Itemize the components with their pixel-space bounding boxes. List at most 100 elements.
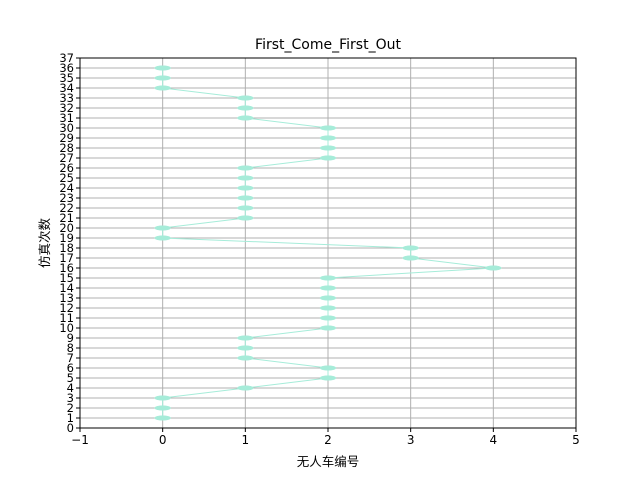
y-tick-label: 21 (59, 211, 74, 225)
x-tick-label: 5 (572, 433, 580, 447)
data-point-marker (319, 275, 337, 281)
data-point-marker (319, 145, 337, 151)
data-point-marker (237, 195, 254, 201)
x-tick-label: 4 (490, 433, 498, 447)
connector-line (162, 217, 246, 229)
data-point-marker (237, 185, 254, 191)
y-tick-label: 7 (67, 351, 74, 365)
x-tick-label: −1 (71, 433, 89, 447)
data-point-marker (402, 255, 419, 261)
data-point-marker (319, 295, 337, 301)
chart-title: First_Come_First_Out (255, 37, 401, 53)
y-tick-label: 5 (67, 371, 74, 385)
data-point-marker (154, 235, 171, 241)
y-tick-label: 36 (59, 61, 74, 75)
data-point-marker (319, 305, 337, 311)
y-tick-label: 17 (59, 251, 74, 265)
y-tick-label: 25 (59, 171, 74, 185)
y-tick-label: 26 (59, 161, 74, 175)
connector-line (162, 87, 246, 99)
y-tick-label: 32 (59, 101, 74, 115)
connector-line (327, 267, 494, 279)
y-tick-label: 15 (59, 271, 74, 285)
y-tick-label: 4 (67, 381, 74, 395)
data-point-marker (237, 165, 254, 171)
y-tick-label: 23 (59, 191, 74, 205)
x-tick-label: 0 (159, 433, 167, 447)
data-point-marker (402, 245, 419, 251)
y-tick-label: 18 (59, 241, 74, 255)
y-tick-label: 22 (59, 201, 74, 215)
data-point-marker (485, 265, 502, 271)
y-tick-label: 13 (59, 291, 74, 305)
connector-line (410, 257, 494, 269)
data-point-marker (154, 225, 171, 231)
y-tick-label: 8 (67, 341, 74, 355)
y-tick-label: 20 (59, 221, 74, 235)
y-tick-label: 19 (59, 231, 74, 245)
y-tick-label: 2 (67, 401, 74, 415)
x-axis-label: 无人车编号 (297, 454, 360, 469)
y-tick-label: 14 (59, 281, 74, 295)
y-tick-label: 1 (67, 411, 74, 425)
data-point-marker (237, 105, 254, 111)
y-axis-label: 仿真次数 (37, 218, 52, 269)
x-tick-label: 2 (324, 433, 332, 447)
y-tick-label: 12 (59, 301, 74, 315)
data-point-marker (237, 345, 254, 351)
connector-line (245, 327, 329, 339)
marker-layer (154, 65, 502, 421)
x-tick-label: 1 (242, 433, 250, 447)
y-tick-label: 11 (59, 311, 74, 325)
data-point-marker (154, 85, 171, 91)
data-point-marker (154, 405, 171, 411)
y-tick-label: 35 (59, 71, 74, 85)
connector-line (245, 117, 329, 129)
x-axis-ticks: −1 0 1 2 3 4 5 (71, 428, 580, 447)
connector-line (245, 157, 329, 169)
y-tick-label: 16 (59, 261, 74, 275)
connector-line (245, 377, 329, 389)
y-tick-label: 33 (59, 91, 74, 105)
y-tick-label: 34 (59, 81, 74, 95)
data-point-marker (237, 215, 254, 221)
data-point-marker (319, 325, 337, 331)
data-point-marker (319, 365, 337, 371)
data-point-marker (154, 395, 171, 401)
y-tick-label: 31 (59, 111, 74, 125)
data-point-marker (319, 375, 337, 381)
y-tick-label: 24 (59, 181, 74, 195)
y-tick-label: 30 (59, 121, 74, 135)
data-point-marker (154, 415, 171, 421)
data-point-marker (237, 175, 254, 181)
data-point-marker (237, 335, 254, 341)
connector-line (162, 237, 411, 249)
y-tick-label: 37 (59, 51, 74, 65)
data-point-marker (237, 355, 254, 361)
y-tick-label: 10 (59, 321, 74, 335)
data-point-marker (319, 125, 337, 131)
x-tick-label: 3 (407, 433, 415, 447)
y-tick-label: 9 (67, 331, 74, 345)
data-point-marker (237, 95, 254, 101)
connector-line (245, 357, 329, 369)
data-point-marker (319, 155, 337, 161)
data-point-marker (237, 115, 254, 121)
y-axis-ticks: 0123456789101112131415161718192021222324… (59, 51, 80, 435)
y-tick-label: 3 (67, 391, 74, 405)
data-point-marker (319, 285, 337, 291)
y-tick-label: 0 (67, 421, 74, 435)
data-point-marker (154, 75, 171, 81)
data-point-marker (319, 315, 337, 321)
data-point-marker (237, 205, 254, 211)
y-tick-label: 29 (59, 131, 74, 145)
connector-line (162, 387, 246, 399)
data-point-marker (319, 135, 337, 141)
y-tick-label: 6 (67, 361, 74, 375)
data-point-marker (154, 65, 171, 71)
y-tick-label: 28 (59, 141, 74, 155)
data-point-marker (237, 385, 254, 391)
